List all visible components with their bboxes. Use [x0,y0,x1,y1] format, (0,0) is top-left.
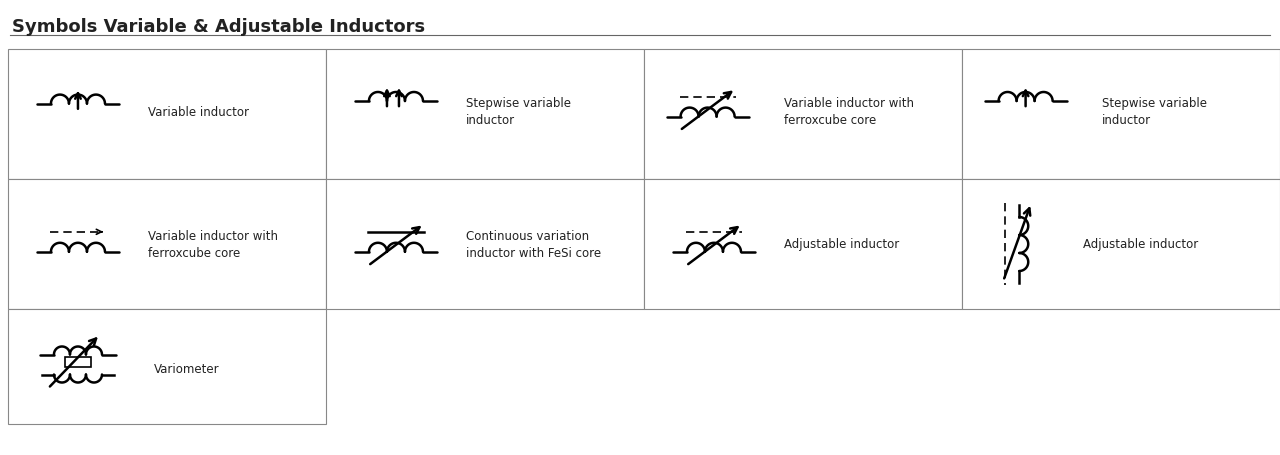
Text: Adjustable inductor: Adjustable inductor [783,238,899,251]
Bar [65,357,91,367]
Text: Adjustable inductor: Adjustable inductor [1083,238,1198,251]
Bar [326,180,644,309]
Text: Symbols Variable & Adjustable Inductors: Symbols Variable & Adjustable Inductors [12,18,425,36]
Bar [8,309,326,424]
Bar [8,180,326,309]
Text: Variable inductor with
ferroxcube core: Variable inductor with ferroxcube core [148,229,278,259]
Text: Variable inductor with
ferroxcube core: Variable inductor with ferroxcube core [783,97,914,127]
Bar [963,180,1280,309]
Text: Continuous variation
inductor with FeSi core: Continuous variation inductor with FeSi … [466,229,602,259]
Bar [644,50,963,180]
Bar [326,50,644,180]
Bar [963,50,1280,180]
Text: Variometer: Variometer [155,363,220,375]
Bar [644,180,963,309]
Text: Variable inductor: Variable inductor [148,106,248,119]
Text: Stepwise variable
inductor: Stepwise variable inductor [466,97,571,127]
Bar [8,50,326,180]
Text: Stepwise variable
inductor: Stepwise variable inductor [1102,97,1207,127]
